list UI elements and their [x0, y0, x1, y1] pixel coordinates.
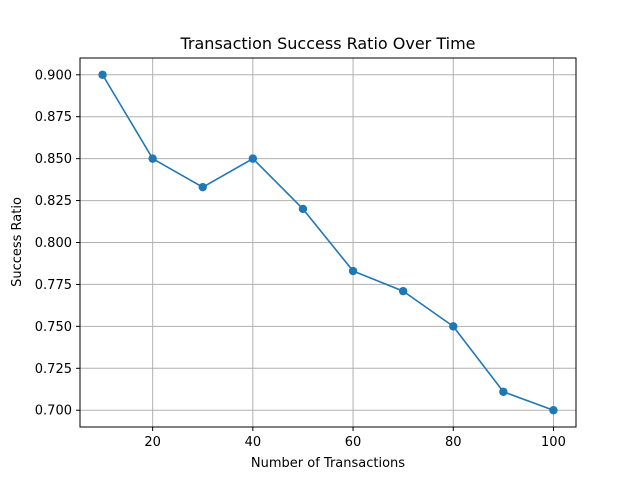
- y-tick-label: 0.700: [35, 404, 72, 419]
- data-point: [298, 204, 308, 214]
- series-layer: [98, 70, 558, 415]
- data-point: [398, 286, 408, 296]
- y-tick-label: 0.800: [35, 236, 72, 251]
- x-tick-label: 40: [245, 435, 262, 450]
- data-point: [348, 266, 358, 276]
- x-axis-title: Number of Transactions: [251, 456, 405, 471]
- y-tick-label: 0.750: [35, 320, 72, 335]
- y-tick-label: 0.900: [35, 68, 72, 83]
- y-axis-ticks: 0.700 0.725 0.750 0.775 0.800 0.825 0.850 0.875…: [35, 68, 80, 419]
- data-point: [449, 322, 458, 331]
- data-point: [549, 406, 558, 415]
- y-axis-title: Success Ratio: [10, 197, 25, 287]
- data-point: [248, 154, 258, 163]
- x-axis-ticks: 20 40 60 80 100: [144, 427, 566, 450]
- series-line: [101, 74, 554, 411]
- grid: [80, 58, 576, 427]
- y-tick-label: 0.775: [35, 278, 72, 293]
- x-tick-label: 100: [541, 435, 566, 450]
- y-tick-label: 0.850: [35, 152, 72, 167]
- chart-title: Transaction Success Ratio Over Time: [180, 34, 476, 53]
- y-tick-label: 0.825: [35, 194, 72, 209]
- data-point: [499, 387, 508, 396]
- y-tick-label: 0.875: [35, 110, 72, 125]
- data-point: [148, 154, 157, 163]
- x-tick-label: 80: [445, 435, 462, 450]
- data-point: [98, 70, 107, 79]
- x-tick-label: 20: [144, 435, 161, 450]
- y-tick-label: 0.725: [35, 362, 72, 377]
- data-point: [198, 182, 207, 192]
- x-tick-label: 60: [345, 435, 362, 450]
